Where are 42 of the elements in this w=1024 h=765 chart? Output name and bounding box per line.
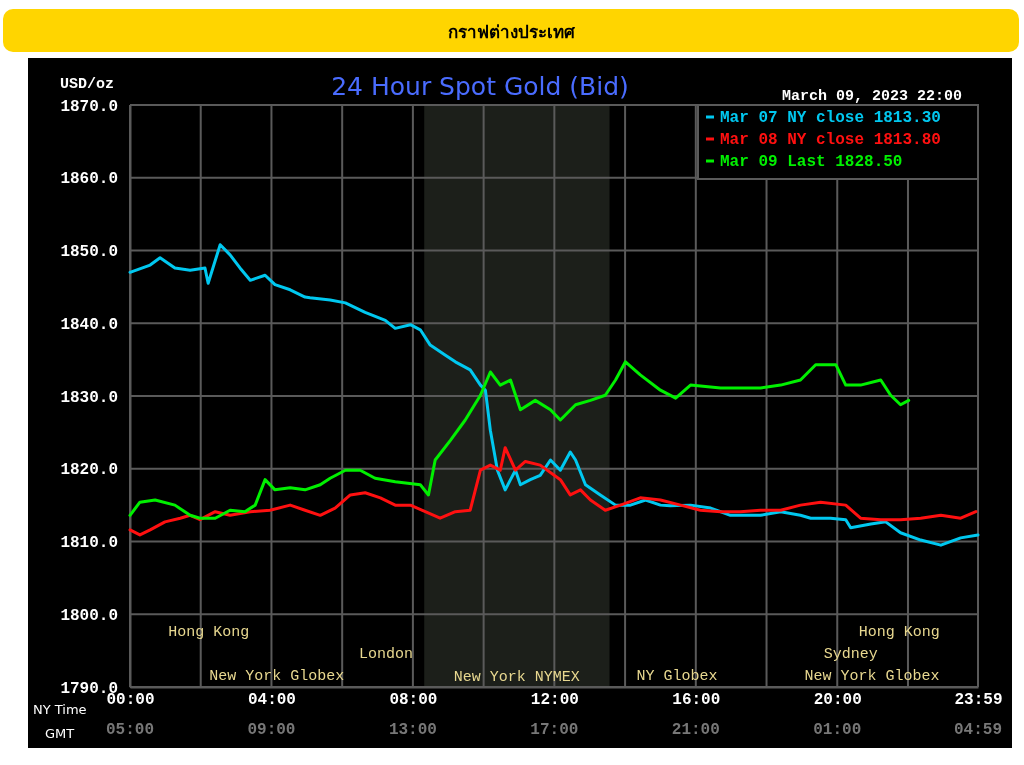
x-tick-label: 04:00 bbox=[247, 691, 296, 710]
legend-label: Mar 08 NY close 1813.80 bbox=[720, 131, 941, 149]
x-tick-label: 08:00 bbox=[389, 691, 438, 710]
x-axis-title: NY Time bbox=[33, 702, 87, 717]
x-tick-label: 23:59 bbox=[954, 691, 1003, 710]
legend-label: Mar 07 NY close 1813.30 bbox=[720, 109, 941, 127]
text: 13:00 bbox=[388, 721, 437, 739]
x-tick-label: 00:00 bbox=[106, 691, 155, 710]
x-tick-label: 12:00 bbox=[530, 691, 579, 710]
x2-axis-title: GMT bbox=[45, 726, 75, 741]
y-tick-label: 1810.0 bbox=[60, 534, 118, 553]
y-tick-label: 1800.0 bbox=[60, 606, 118, 625]
x-tick-label: 16:00 bbox=[672, 691, 721, 710]
annotation: NY Globex bbox=[636, 668, 718, 686]
annotation: New York Globex bbox=[804, 668, 940, 686]
annotation: March 09, 2023 22:00 bbox=[781, 88, 962, 105]
text: 09:00 bbox=[247, 721, 296, 739]
y-tick-label: 1870.0 bbox=[60, 97, 118, 116]
annotation: London bbox=[359, 646, 414, 664]
line-series bbox=[128, 446, 978, 537]
y-axis-title: USD/oz bbox=[60, 76, 115, 93]
legend-label: Mar 09 Last 1828.50 bbox=[720, 153, 903, 171]
y-tick-label: 1860.0 bbox=[60, 170, 118, 189]
x-tick-label: 20:00 bbox=[813, 691, 862, 710]
y-tick-label: 1850.0 bbox=[60, 243, 118, 262]
annotation: Sydney bbox=[823, 646, 878, 664]
y-tick-label: 1840.0 bbox=[60, 315, 118, 334]
y-tick-label: 1820.0 bbox=[60, 461, 118, 480]
line-series bbox=[128, 243, 980, 547]
text: 17:00 bbox=[530, 721, 579, 739]
text: 05:00 bbox=[105, 721, 155, 739]
text: 01:00 bbox=[813, 721, 862, 739]
line-series bbox=[128, 360, 911, 520]
annotation: Hong Kong bbox=[168, 624, 250, 642]
text: 21:00 bbox=[671, 721, 720, 739]
y-tick-label: 1830.0 bbox=[60, 388, 118, 407]
text: 04:59 bbox=[953, 721, 1003, 739]
band-label: New York NYMEX bbox=[453, 669, 580, 686]
text: กราฟต่างประเทศ bbox=[447, 22, 576, 42]
chart-title: 24 Hour Spot Gold (Bid) bbox=[331, 72, 629, 101]
annotation: Hong Kong bbox=[858, 624, 940, 642]
annotation: New York Globex bbox=[209, 668, 345, 686]
